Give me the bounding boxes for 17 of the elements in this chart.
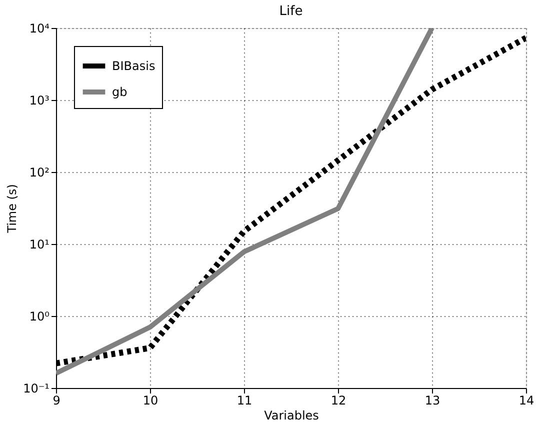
x-axis-title: Variables [264,408,319,422]
y-tick-label: 10² [29,166,50,180]
x-tick-label: 12 [330,394,346,408]
x-tick-label: 14 [518,394,534,408]
y-tick-label: 10⁰ [29,310,50,324]
y-tick-label: 10¹ [29,238,50,252]
chart-title: Life [279,4,303,19]
y-axis-title: Time (s) [5,184,20,234]
x-tick-label: 9 [52,394,60,408]
x-tick-label: 11 [236,394,252,408]
y-tick-label: 10⁻¹ [23,382,50,396]
x-tick-label: 10 [142,394,158,408]
legend-label: BIBasis [112,59,156,73]
x-tick-label: 13 [424,394,440,408]
legend-label: gb [112,85,128,99]
y-tick-label: 10³ [29,94,50,108]
y-tick-label: 10⁴ [29,22,50,36]
